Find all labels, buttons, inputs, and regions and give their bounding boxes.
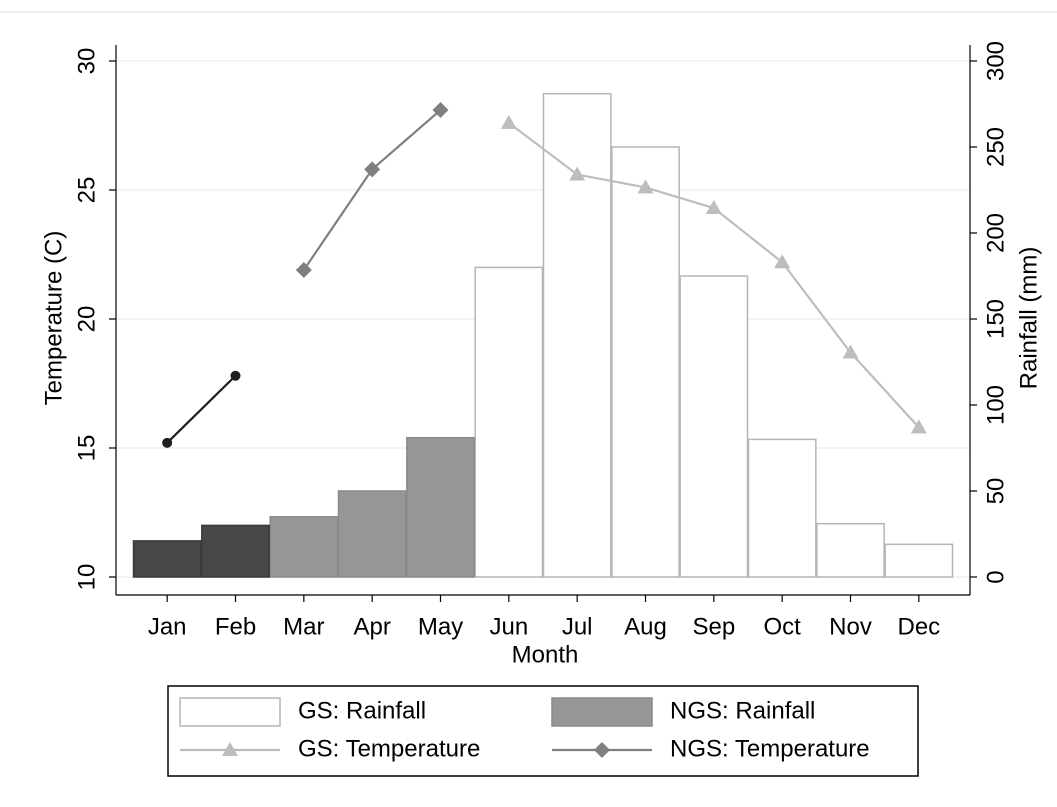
marker [637,179,654,194]
legend-swatch [551,697,653,727]
legend-label: GS: Temperature [298,735,480,762]
legend-label: GS: Rainfall [298,697,426,724]
x-tick-label: Jul [562,613,593,640]
legend-marker [222,742,238,756]
legend-label: NGS: Temperature [670,735,870,762]
x-tick-label: Oct [763,613,801,640]
bar [816,522,885,578]
line [166,374,237,444]
bar [474,266,544,578]
legend-marker [594,742,610,758]
x-tick-label: May [418,613,463,640]
marker [774,254,791,269]
y2-tick-label: 100 [982,385,1009,425]
marker [705,200,722,215]
x-tick-label: Mar [283,613,324,640]
y-axis-title: Temperature (C) [40,231,67,406]
y2-tick-label: 200 [982,213,1009,253]
marker [162,437,173,448]
y2-tick-label: 50 [982,478,1009,505]
x-tick-label: Dec [897,613,940,640]
x-tick-label: Apr [353,613,390,640]
bar [542,92,612,578]
y-tick-label: 25 [73,177,100,204]
y2-tick-label: 150 [982,299,1009,339]
x-axis-title: Month [512,641,579,668]
x-tick-label: Nov [829,613,872,640]
x-tick-label: Aug [624,613,667,640]
y2-tick-label: 250 [982,127,1009,167]
marker [569,166,586,181]
marker [842,344,859,359]
marker [295,261,312,278]
bar [679,275,749,578]
legend-box [167,685,919,777]
marker [500,114,517,129]
bar [406,436,475,578]
y-tick-label: 30 [73,48,100,75]
x-tick-label: Feb [215,613,256,640]
y2-tick-label: 0 [982,570,1009,583]
bar [337,490,407,578]
bar [132,540,202,578]
marker [910,419,927,434]
bar [611,146,680,578]
marker [432,102,449,119]
bar [747,438,817,578]
y-tick-label: 20 [73,306,100,333]
x-tick-label: Jan [148,613,187,640]
y2-tick-label: 300 [982,41,1009,81]
y-tick-label: 15 [73,435,100,462]
marker [230,370,241,381]
y-tick-label: 10 [73,564,100,591]
legend-swatch [179,697,281,727]
x-tick-label: Jun [489,613,528,640]
legend-label: NGS: Rainfall [670,697,815,724]
marker [364,161,381,178]
bar [269,516,339,578]
bar [201,524,270,578]
y2-axis-title: Rainfall (mm) [1015,247,1042,390]
bar [884,543,954,578]
x-tick-label: Sep [692,613,735,640]
